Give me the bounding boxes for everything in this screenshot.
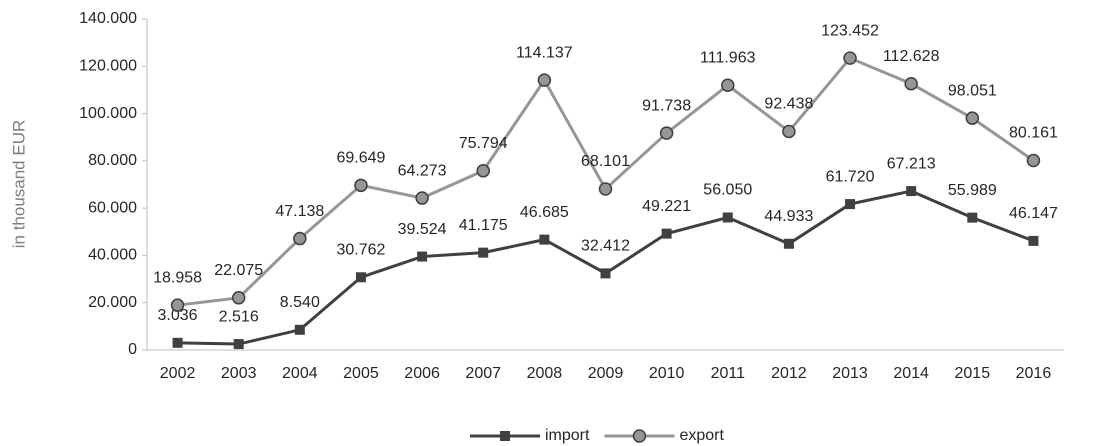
data-label: 56.050: [703, 182, 752, 199]
data-label: 67.213: [887, 155, 936, 172]
data-label: 98.051: [948, 82, 997, 99]
data-label: 2.516: [219, 308, 259, 325]
y-tick-label: 20.000: [88, 294, 137, 311]
y-tick-label: 80.000: [88, 152, 137, 169]
data-label: 30.762: [336, 241, 385, 258]
series-line: [177, 56, 1035, 307]
data-point: [1026, 153, 1041, 168]
data-label: 55.989: [948, 182, 997, 199]
y-tick-label: 40.000: [88, 247, 137, 264]
data-point: [598, 182, 613, 196]
x-tick-label: 2006: [404, 365, 440, 382]
y-tick-label: 100.000: [79, 105, 137, 122]
data-label: 32.412: [581, 238, 630, 255]
data-point: [355, 272, 366, 283]
data-point: [537, 73, 552, 87]
data-point: [476, 164, 490, 178]
data-label: 75.794: [459, 135, 508, 152]
legend-marker: [632, 429, 647, 443]
data-point: [354, 178, 368, 193]
data-label: 111.963: [700, 50, 756, 67]
x-tick-label: 2012: [771, 365, 807, 382]
data-point: [415, 191, 429, 205]
data-label: 112.628: [883, 48, 940, 65]
x-tick-label: 2015: [955, 365, 991, 382]
data-point: [539, 234, 550, 245]
x-tick-label: 2013: [832, 365, 868, 382]
y-tick-label: 120.000: [79, 58, 137, 75]
y-tick-label: 140.000: [79, 10, 137, 27]
data-point: [967, 212, 978, 223]
data-point: [294, 324, 305, 335]
data-point: [659, 126, 674, 140]
data-point: [478, 247, 489, 258]
y-tick-label: 60.000: [88, 199, 137, 216]
data-point: [783, 238, 794, 249]
data-label: 114.137: [516, 44, 573, 61]
x-tick-label: 2003: [221, 365, 257, 382]
data-point: [965, 111, 980, 125]
data-point: [782, 124, 796, 139]
x-tick-label: 2007: [465, 365, 501, 382]
x-tick-label: 2009: [588, 365, 624, 382]
data-label: 39.524: [398, 221, 447, 238]
data-point: [661, 228, 672, 239]
data-point: [906, 186, 917, 197]
x-tick-label: 2016: [1016, 365, 1052, 382]
data-point: [231, 291, 246, 305]
x-tick-label: 2005: [343, 365, 379, 382]
y-axis-title: in thousand EUR: [9, 120, 28, 249]
data-label: 46.147: [1009, 205, 1058, 222]
data-label: 47.138: [275, 203, 324, 220]
x-tick-label: 2011: [711, 365, 746, 382]
x-tick-label: 2002: [160, 365, 196, 382]
data-point: [172, 337, 183, 348]
data-point: [1028, 235, 1039, 246]
data-point: [843, 51, 857, 65]
data-label: 61.720: [826, 168, 875, 185]
x-tick-label: 2010: [649, 365, 685, 382]
legend-marker: [500, 431, 510, 441]
data-label: 22.075: [214, 262, 263, 279]
y-tick-label: 0: [128, 341, 137, 358]
data-label: 69.649: [336, 150, 385, 167]
data-label: 49.221: [642, 198, 691, 215]
data-point: [170, 298, 185, 312]
data-label: 68.101: [581, 153, 630, 170]
data-label: 41.175: [459, 217, 508, 234]
data-label: 18.958: [153, 269, 202, 286]
x-tick-label: 2008: [527, 365, 563, 382]
data-point: [845, 199, 856, 210]
data-label: 123.452: [821, 22, 879, 39]
data-point: [721, 78, 735, 93]
legend-label: export: [679, 427, 724, 444]
data-point: [722, 212, 733, 223]
data-label: 46.685: [520, 204, 569, 221]
data-label: 92.438: [764, 96, 813, 113]
data-label: 91.738: [642, 97, 691, 114]
x-tick-label: 2014: [893, 365, 929, 382]
data-point: [233, 339, 244, 350]
data-point: [293, 231, 307, 246]
data-label: 44.933: [764, 208, 813, 225]
data-point: [417, 251, 428, 262]
data-point: [904, 76, 918, 91]
data-label: 8.540: [280, 294, 320, 311]
data-point: [600, 268, 611, 279]
data-label: 64.273: [398, 162, 447, 179]
data-label: 3.036: [158, 307, 198, 324]
x-tick-label: 2004: [282, 365, 318, 382]
data-label: 80.161: [1009, 125, 1058, 142]
legend-label: import: [545, 427, 590, 444]
